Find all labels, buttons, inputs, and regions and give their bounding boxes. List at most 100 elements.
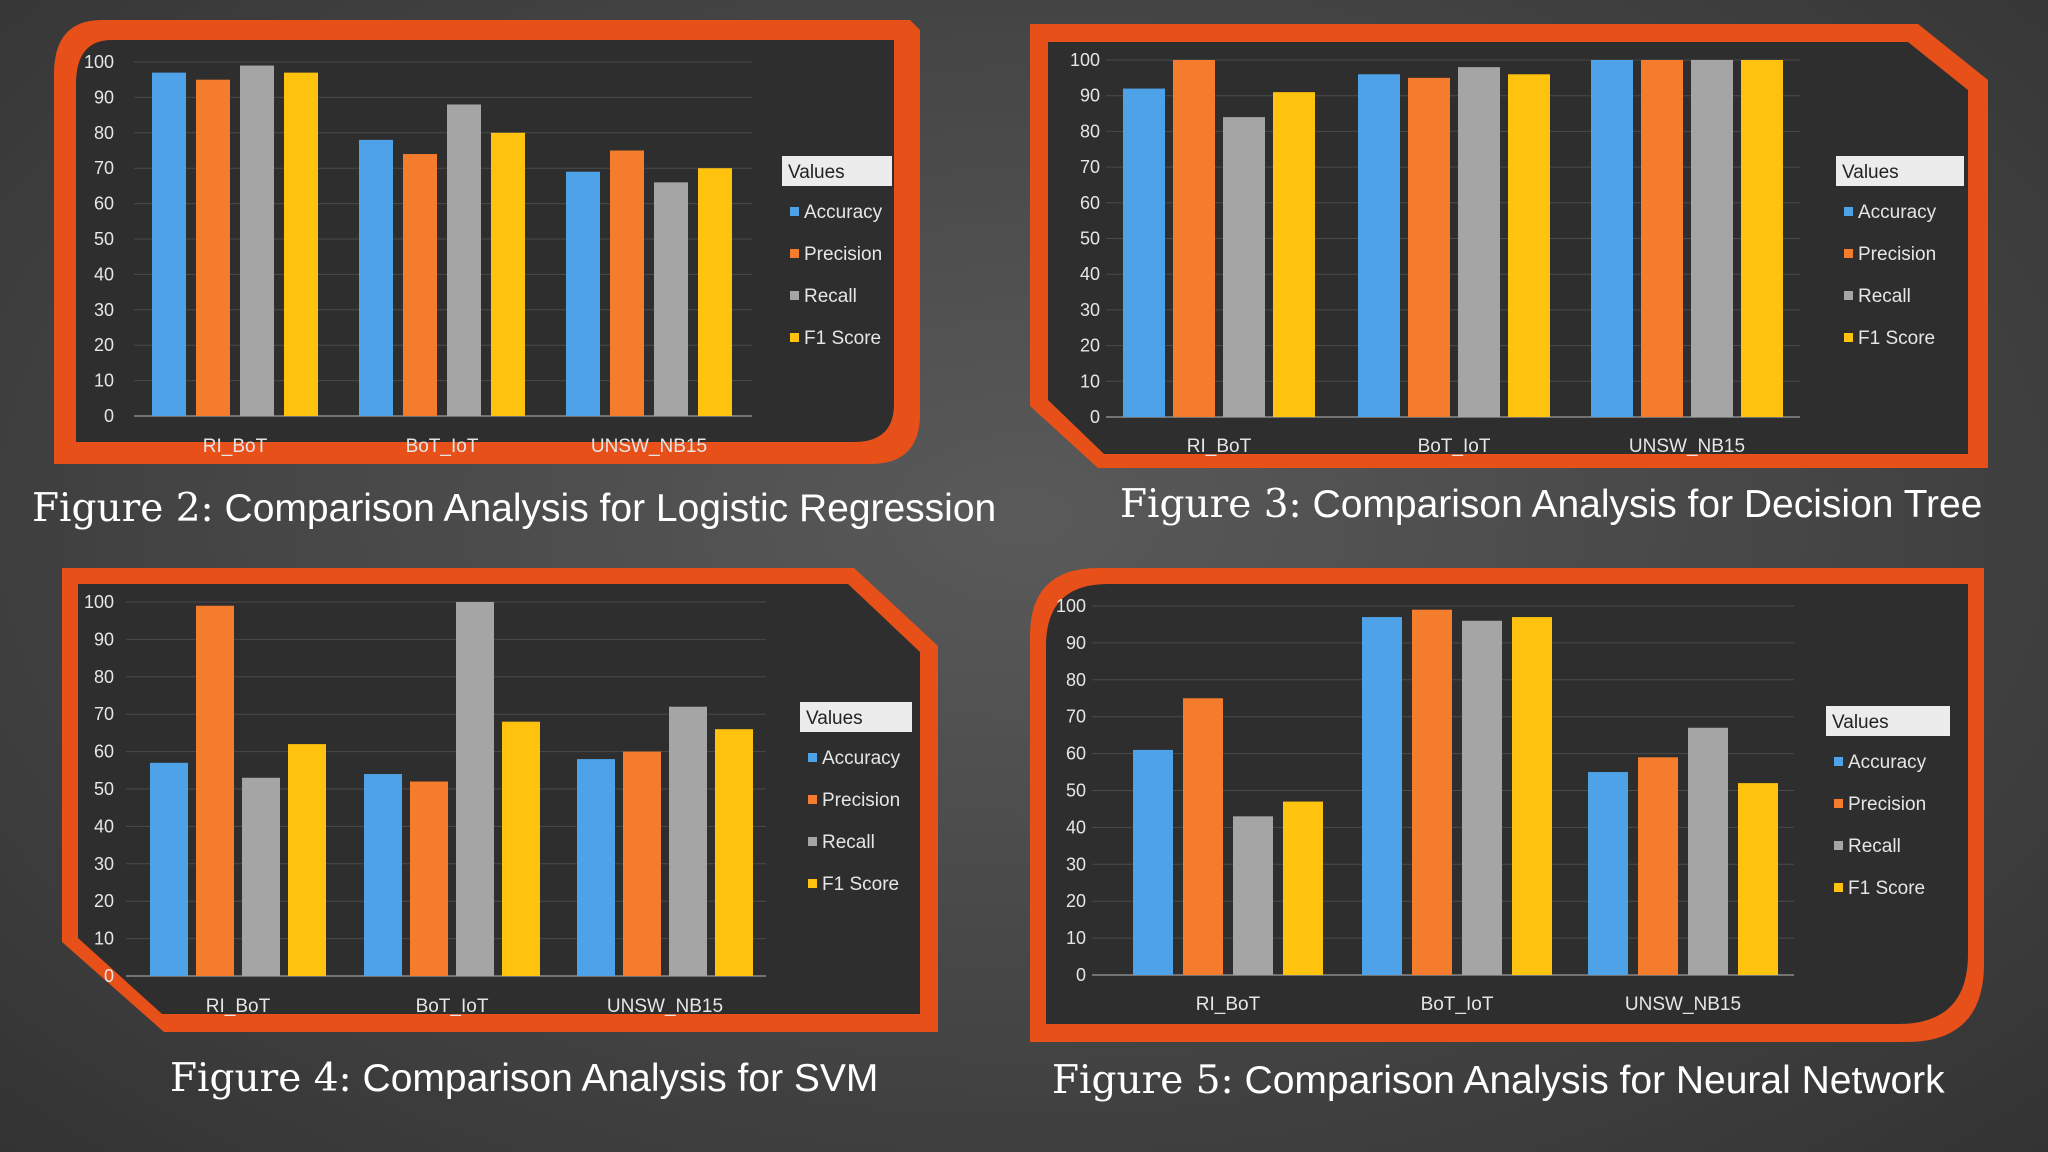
bar-f1-score [1508,74,1550,417]
y-tick-label: 10 [94,371,114,391]
bar-recall [242,777,280,976]
bar-recall [1233,816,1273,975]
caption-title: Comparison Analysis for Logistic Regress… [224,487,997,530]
bar-accuracy [1588,772,1628,975]
legend-swatch [808,879,817,888]
y-tick-label: 70 [1066,707,1086,727]
y-tick-label: 60 [94,194,114,214]
y-tick-label: 40 [1080,264,1100,284]
y-tick-label: 80 [1066,670,1086,690]
legend-label: F1 Score [804,328,881,349]
y-tick-label: 10 [1080,371,1100,391]
legend-label: Precision [1858,244,1936,265]
y-tick-label: 40 [94,816,114,836]
y-tick-label: 100 [1070,50,1100,70]
bar-f1-score [1273,92,1315,417]
bar-f1-score [1741,60,1783,417]
x-tick-label: UNSW_NB15 [591,436,707,457]
chart-neural-network: 0 10 20 30 40 50 60 70 80 90 100 RI_BoT BoT_IoT UNSW_… [1030,568,1984,1042]
legend-label: F1 Score [1848,878,1925,899]
x-tick-label: RI_BoT [1196,994,1261,1015]
x-tick-label: RI_BoT [203,436,268,457]
y-tick-label: 40 [1066,817,1086,837]
legend-label: Accuracy [822,748,901,769]
y-tick-label: 60 [94,742,114,762]
y-tick-label: 70 [94,704,114,724]
y-tick-label: 0 [1090,407,1100,427]
legend-label: Recall [804,286,857,307]
legend-label: Accuracy [804,202,883,223]
x-tick-label: RI_BoT [206,996,271,1017]
y-tick-label: 50 [1066,781,1086,801]
y-tick-label: 90 [94,629,114,649]
legend-label: F1 Score [1858,328,1935,349]
y-tick-label: 0 [104,406,114,426]
legend-swatch [1834,799,1843,808]
y-tick-label: 90 [1080,86,1100,106]
legend-swatch [1844,207,1853,216]
bar-precision [1641,60,1683,417]
y-tick-label: 30 [94,300,114,320]
y-tick-label: 30 [1066,854,1086,874]
legend-swatch [1844,291,1853,300]
bar-recall [240,65,274,416]
x-tick-label: BoT_IoT [416,996,489,1017]
legend-label: Recall [1848,836,1901,857]
bar-recall [654,182,688,416]
bar-precision [196,79,230,416]
caption-figure-3: Figure 3: Comparison Analysis for Decisi… [1120,482,1982,527]
bar-precision [610,150,644,416]
y-tick-label: 100 [1056,596,1086,616]
y-tick-label: 40 [94,264,114,284]
legend-swatch [1834,757,1843,766]
legend-label: Accuracy [1858,202,1937,223]
legend-swatch [790,249,799,258]
x-tick-label: BoT_IoT [1418,436,1491,457]
bar-precision [403,154,437,417]
legend-swatch [1844,249,1853,258]
legend-swatch [808,795,817,804]
bar-accuracy [1123,88,1165,417]
bar-precision [1408,77,1450,417]
y-tick-label: 30 [94,854,114,874]
x-tick-label: UNSW_NB15 [607,996,723,1017]
bar-accuracy [577,759,615,976]
x-tick-label: UNSW_NB15 [1629,436,1745,457]
y-tick-label: 0 [104,966,114,986]
bar-f1-score [698,168,732,416]
legend-title: Values [788,162,845,183]
y-tick-label: 70 [94,158,114,178]
y-tick-label: 20 [1066,891,1086,911]
caption-number: Figure 3: [1120,482,1302,527]
bar-f1-score [1283,801,1323,975]
x-tick-label: BoT_IoT [1421,994,1494,1015]
legend-swatch [790,333,799,342]
y-tick-label: 80 [94,667,114,687]
bar-recall [1458,67,1500,417]
chart-svm: 0 10 20 30 40 50 60 70 80 90 100 RI_BoT BoT_IoT UNSW_… [62,568,938,1032]
y-tick-label: 10 [94,929,114,949]
bar-accuracy [150,762,188,976]
bar-accuracy [1358,74,1400,417]
legend-label: Precision [822,790,900,811]
y-tick-label: 90 [94,87,114,107]
y-tick-label: 100 [84,52,114,72]
bar-accuracy [364,774,402,976]
caption-title: Comparison Analysis for Neural Network [1244,1059,1945,1102]
caption-figure-5: Figure 5: Comparison Analysis for Neural… [1052,1058,1945,1103]
chart-panel [1046,584,1968,1024]
x-tick-label: BoT_IoT [406,436,479,457]
legend-title: Values [806,708,863,729]
bar-precision [1173,60,1215,417]
bar-recall [456,602,494,976]
bar-recall [447,104,481,416]
bar-f1-score [284,72,318,416]
legend-label: F1 Score [822,874,899,895]
caption-number: Figure 2: [32,486,214,531]
chart-panel [76,40,894,442]
y-tick-label: 100 [84,592,114,612]
bar-precision [623,751,661,976]
bar-f1-score [502,721,540,976]
bar-recall [669,706,707,976]
legend-label: Accuracy [1848,752,1927,773]
